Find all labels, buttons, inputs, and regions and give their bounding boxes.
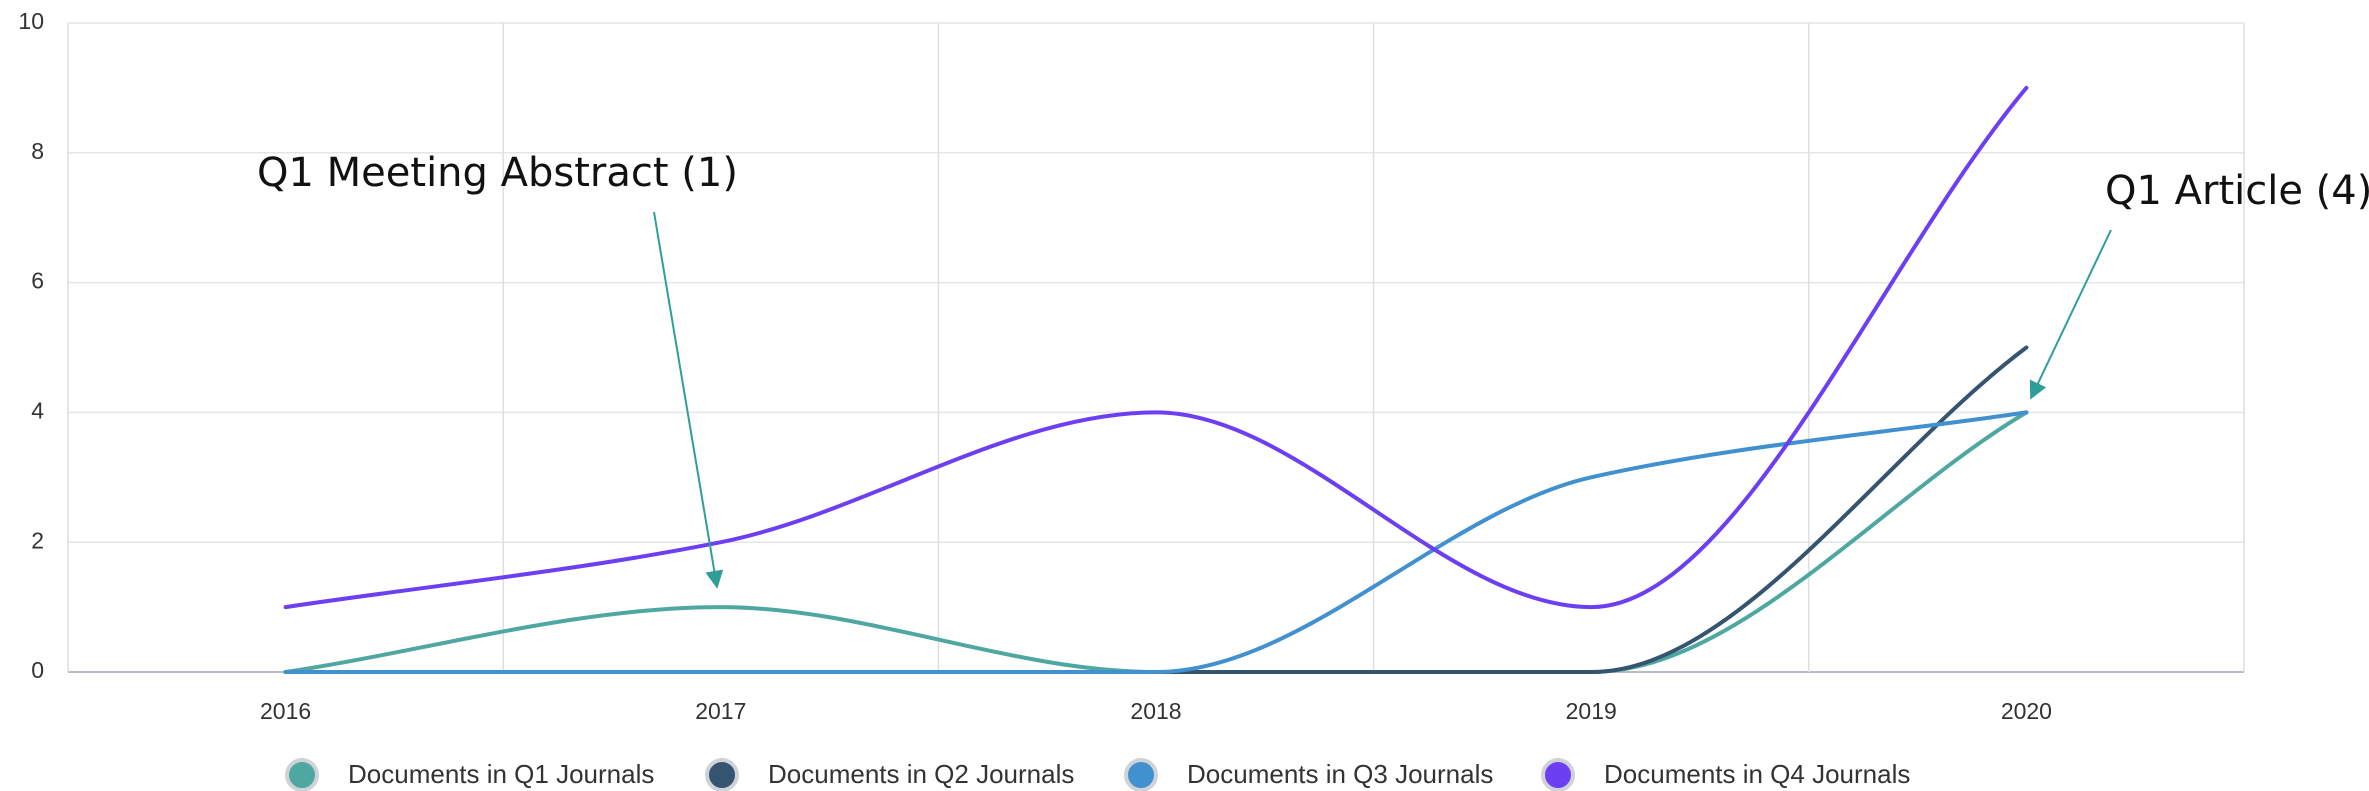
legend-swatch bbox=[1124, 758, 1158, 791]
lines bbox=[283, 85, 2029, 675]
series-line bbox=[283, 85, 2029, 610]
annotation: Q1 Article (4) bbox=[2105, 168, 2369, 214]
legend-label: Documents in Q2 Journals bbox=[768, 759, 1074, 789]
legend-label: Documents in Q3 Journals bbox=[1187, 759, 1493, 789]
x-tick-label: 2020 bbox=[2001, 698, 2052, 724]
legend-swatch bbox=[705, 758, 739, 791]
y-tick-label: 8 bbox=[31, 138, 44, 164]
y-tick-label: 0 bbox=[31, 657, 44, 683]
y-tick-label: 10 bbox=[18, 8, 44, 34]
series-line bbox=[283, 410, 2029, 675]
grid bbox=[67, 22, 2245, 673]
y-tick-label: 4 bbox=[31, 397, 44, 423]
x-tick-label: 2019 bbox=[1566, 698, 1617, 724]
legend-label: Documents in Q1 Journals bbox=[348, 759, 654, 789]
x-tick-label: 2018 bbox=[1130, 698, 1181, 724]
y-tick-label: 6 bbox=[31, 268, 44, 294]
legend-swatch bbox=[1541, 758, 1575, 791]
x-tick-label: 2016 bbox=[260, 698, 311, 724]
annotation-arrow bbox=[653, 211, 724, 589]
annotation: Q1 Meeting Abstract (1) bbox=[257, 150, 738, 196]
annotation-arrow bbox=[2029, 229, 2112, 400]
legend-label: Documents in Q4 Journals bbox=[1604, 759, 1910, 789]
legend-swatch bbox=[285, 758, 319, 791]
x-tick-label: 2017 bbox=[695, 698, 746, 724]
y-tick-label: 2 bbox=[31, 527, 44, 553]
